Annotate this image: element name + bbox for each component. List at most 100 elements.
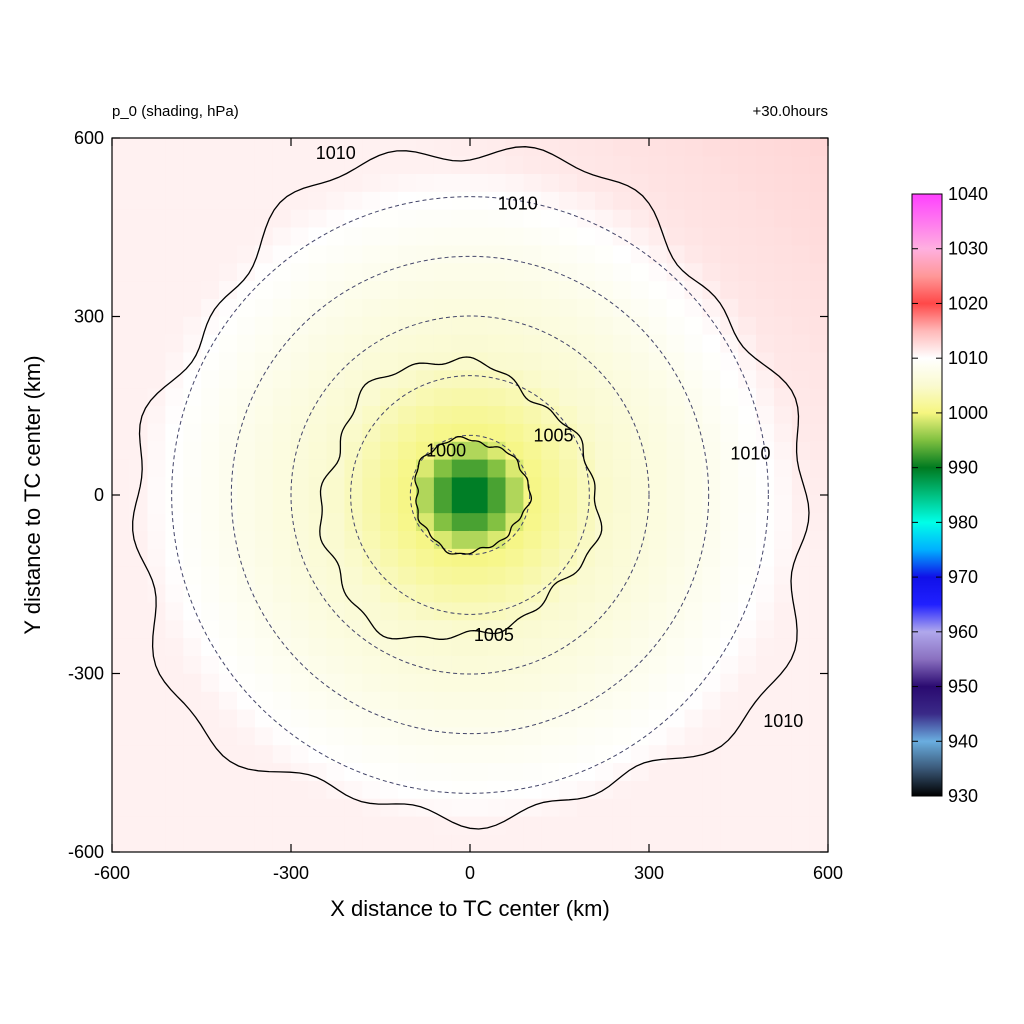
heat-cell <box>380 726 399 746</box>
heat-cell <box>326 334 345 353</box>
heat-cell <box>559 816 578 835</box>
heat-cell <box>738 280 757 299</box>
heat-cell <box>129 173 149 192</box>
heat-cell <box>523 655 542 674</box>
heat-cell <box>630 726 650 746</box>
heat-cell <box>112 476 131 496</box>
heat-cell <box>666 708 686 728</box>
range-ring <box>350 375 590 615</box>
heat-cell <box>469 459 489 478</box>
heat-cell <box>362 155 381 174</box>
heat-cell <box>254 512 274 531</box>
heat-cell <box>201 155 220 174</box>
heat-cell <box>416 566 435 585</box>
heat-cell <box>612 583 632 603</box>
heat-cell <box>612 494 632 514</box>
heat-cell <box>666 155 686 174</box>
heat-cell <box>630 744 650 764</box>
heat-cell <box>112 601 131 621</box>
heat-cell <box>183 780 202 799</box>
heat-cell <box>344 833 363 852</box>
heat-cell <box>254 387 274 407</box>
heat-cell <box>272 334 292 353</box>
heat-cell <box>201 316 220 335</box>
heat-cell <box>451 512 471 531</box>
heat-cell <box>523 369 542 389</box>
heat-cell <box>774 726 793 746</box>
heat-cell <box>523 191 542 210</box>
heat-cell <box>684 459 703 478</box>
heat-cell <box>702 262 721 282</box>
heat-cell <box>774 334 793 353</box>
heat-cell <box>469 744 489 764</box>
heat-cell <box>684 637 703 656</box>
heat-cell <box>201 423 220 442</box>
heat-cell <box>577 512 596 531</box>
heat-cell <box>398 833 417 852</box>
heat-cell <box>738 637 757 656</box>
heat-cell <box>290 226 310 246</box>
heat-cell <box>738 351 757 371</box>
heat-cell <box>523 155 542 174</box>
heat-cell <box>290 334 310 353</box>
heat-cell <box>416 512 435 531</box>
heat-cell <box>612 191 632 210</box>
heat-cell <box>738 833 757 852</box>
heat-cell <box>183 744 202 764</box>
heat-cell <box>487 244 507 264</box>
heat-cell <box>129 351 149 371</box>
heat-cell <box>398 209 417 228</box>
heat-cell <box>290 494 310 514</box>
heat-cell <box>272 387 292 407</box>
heat-cell <box>577 637 596 656</box>
heat-cell <box>201 476 220 496</box>
heat-cell <box>380 476 399 496</box>
heat-cell <box>362 298 381 317</box>
heat-cell <box>219 762 238 781</box>
x-tick-label: 600 <box>813 863 843 883</box>
heat-cell <box>326 655 345 674</box>
heat-cell <box>147 780 166 799</box>
heat-cell <box>254 530 274 549</box>
heat-cell <box>684 601 703 621</box>
heat-cell <box>451 780 471 799</box>
heat-cell <box>648 191 668 210</box>
heat-cell <box>380 548 399 567</box>
heat-cell <box>630 619 650 639</box>
heat-cell <box>523 334 542 353</box>
heat-cell <box>756 476 775 496</box>
heat-cell <box>290 512 310 531</box>
range-ring <box>230 255 710 735</box>
heat-cell <box>112 441 131 460</box>
heat-cell <box>416 441 435 460</box>
heat-cell <box>487 387 507 407</box>
heat-cell <box>648 708 668 728</box>
heat-cell <box>219 423 238 442</box>
heat-cell <box>183 191 202 210</box>
heat-cell <box>165 476 184 496</box>
heat-cell <box>809 226 828 246</box>
heat-cell <box>630 155 650 174</box>
heat-cell <box>559 780 578 799</box>
heat-cell <box>433 601 453 621</box>
heat-cell <box>702 244 721 264</box>
heat-cell <box>344 441 363 460</box>
heat-cell <box>201 441 220 460</box>
heat-cell <box>612 262 632 282</box>
heat-cell <box>380 138 399 157</box>
heat-cell <box>433 566 453 585</box>
heat-cell <box>362 530 381 549</box>
heat-cell <box>165 780 184 799</box>
heat-cell <box>290 530 310 549</box>
heat-cell <box>523 209 542 228</box>
heat-cell <box>559 405 578 424</box>
heat-cell <box>398 387 417 407</box>
heat-cell <box>183 316 202 335</box>
heat-cell <box>451 601 471 621</box>
heat-cell <box>505 691 524 710</box>
heat-cell <box>648 423 668 442</box>
heat-cell <box>505 351 524 371</box>
heat-cell <box>738 530 757 549</box>
heat-cell <box>147 708 166 728</box>
heat-cell <box>523 280 542 299</box>
